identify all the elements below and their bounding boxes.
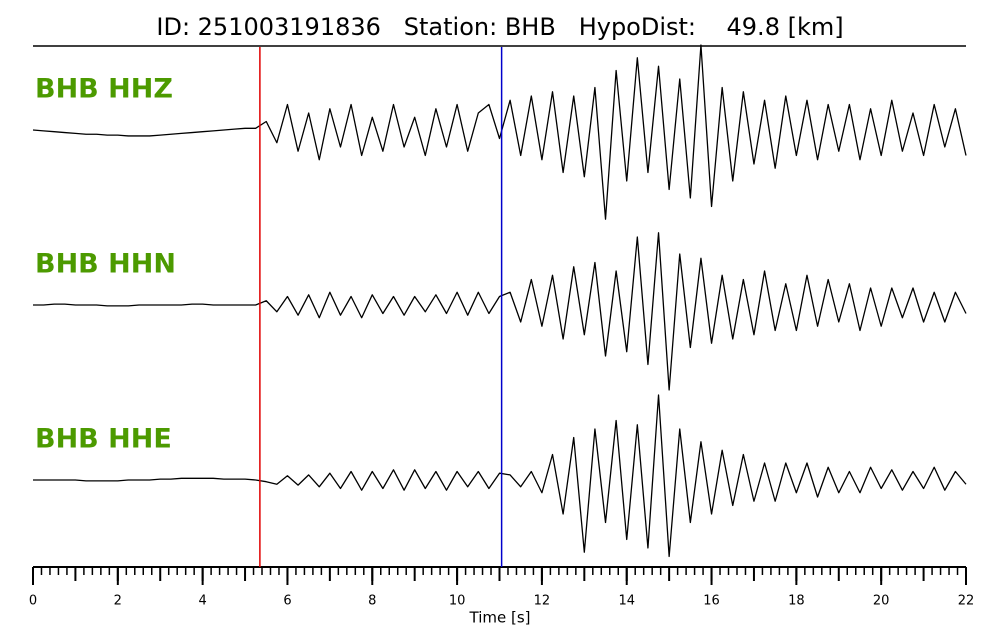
x-axis-label: Time [s] <box>469 609 531 627</box>
x-tick-label: 16 <box>703 594 720 609</box>
x-tick-label: 12 <box>534 594 551 609</box>
x-tick-label: 0 <box>29 594 37 609</box>
x-tick-label: 4 <box>198 594 206 609</box>
x-tick-label: 14 <box>618 594 635 609</box>
waveform-trace <box>32 44 967 220</box>
x-tick-label: 22 <box>958 594 975 609</box>
x-tick-label: 10 <box>449 594 466 609</box>
x-tick-label: 20 <box>873 594 890 609</box>
trace-label: BHB HHN <box>35 249 176 280</box>
x-tick-label: 6 <box>283 594 291 609</box>
chart-title: ID: 251003191836 Station: BHB HypoDist: … <box>156 13 843 41</box>
waveform-trace <box>33 232 967 391</box>
x-tick-label: 8 <box>368 594 376 609</box>
x-tick-label: 18 <box>788 594 805 609</box>
trace-label: BHB HHZ <box>35 74 173 105</box>
trace-label: BHB HHE <box>35 424 172 455</box>
waveform-trace <box>33 394 967 558</box>
x-tick-label: 2 <box>114 594 122 609</box>
